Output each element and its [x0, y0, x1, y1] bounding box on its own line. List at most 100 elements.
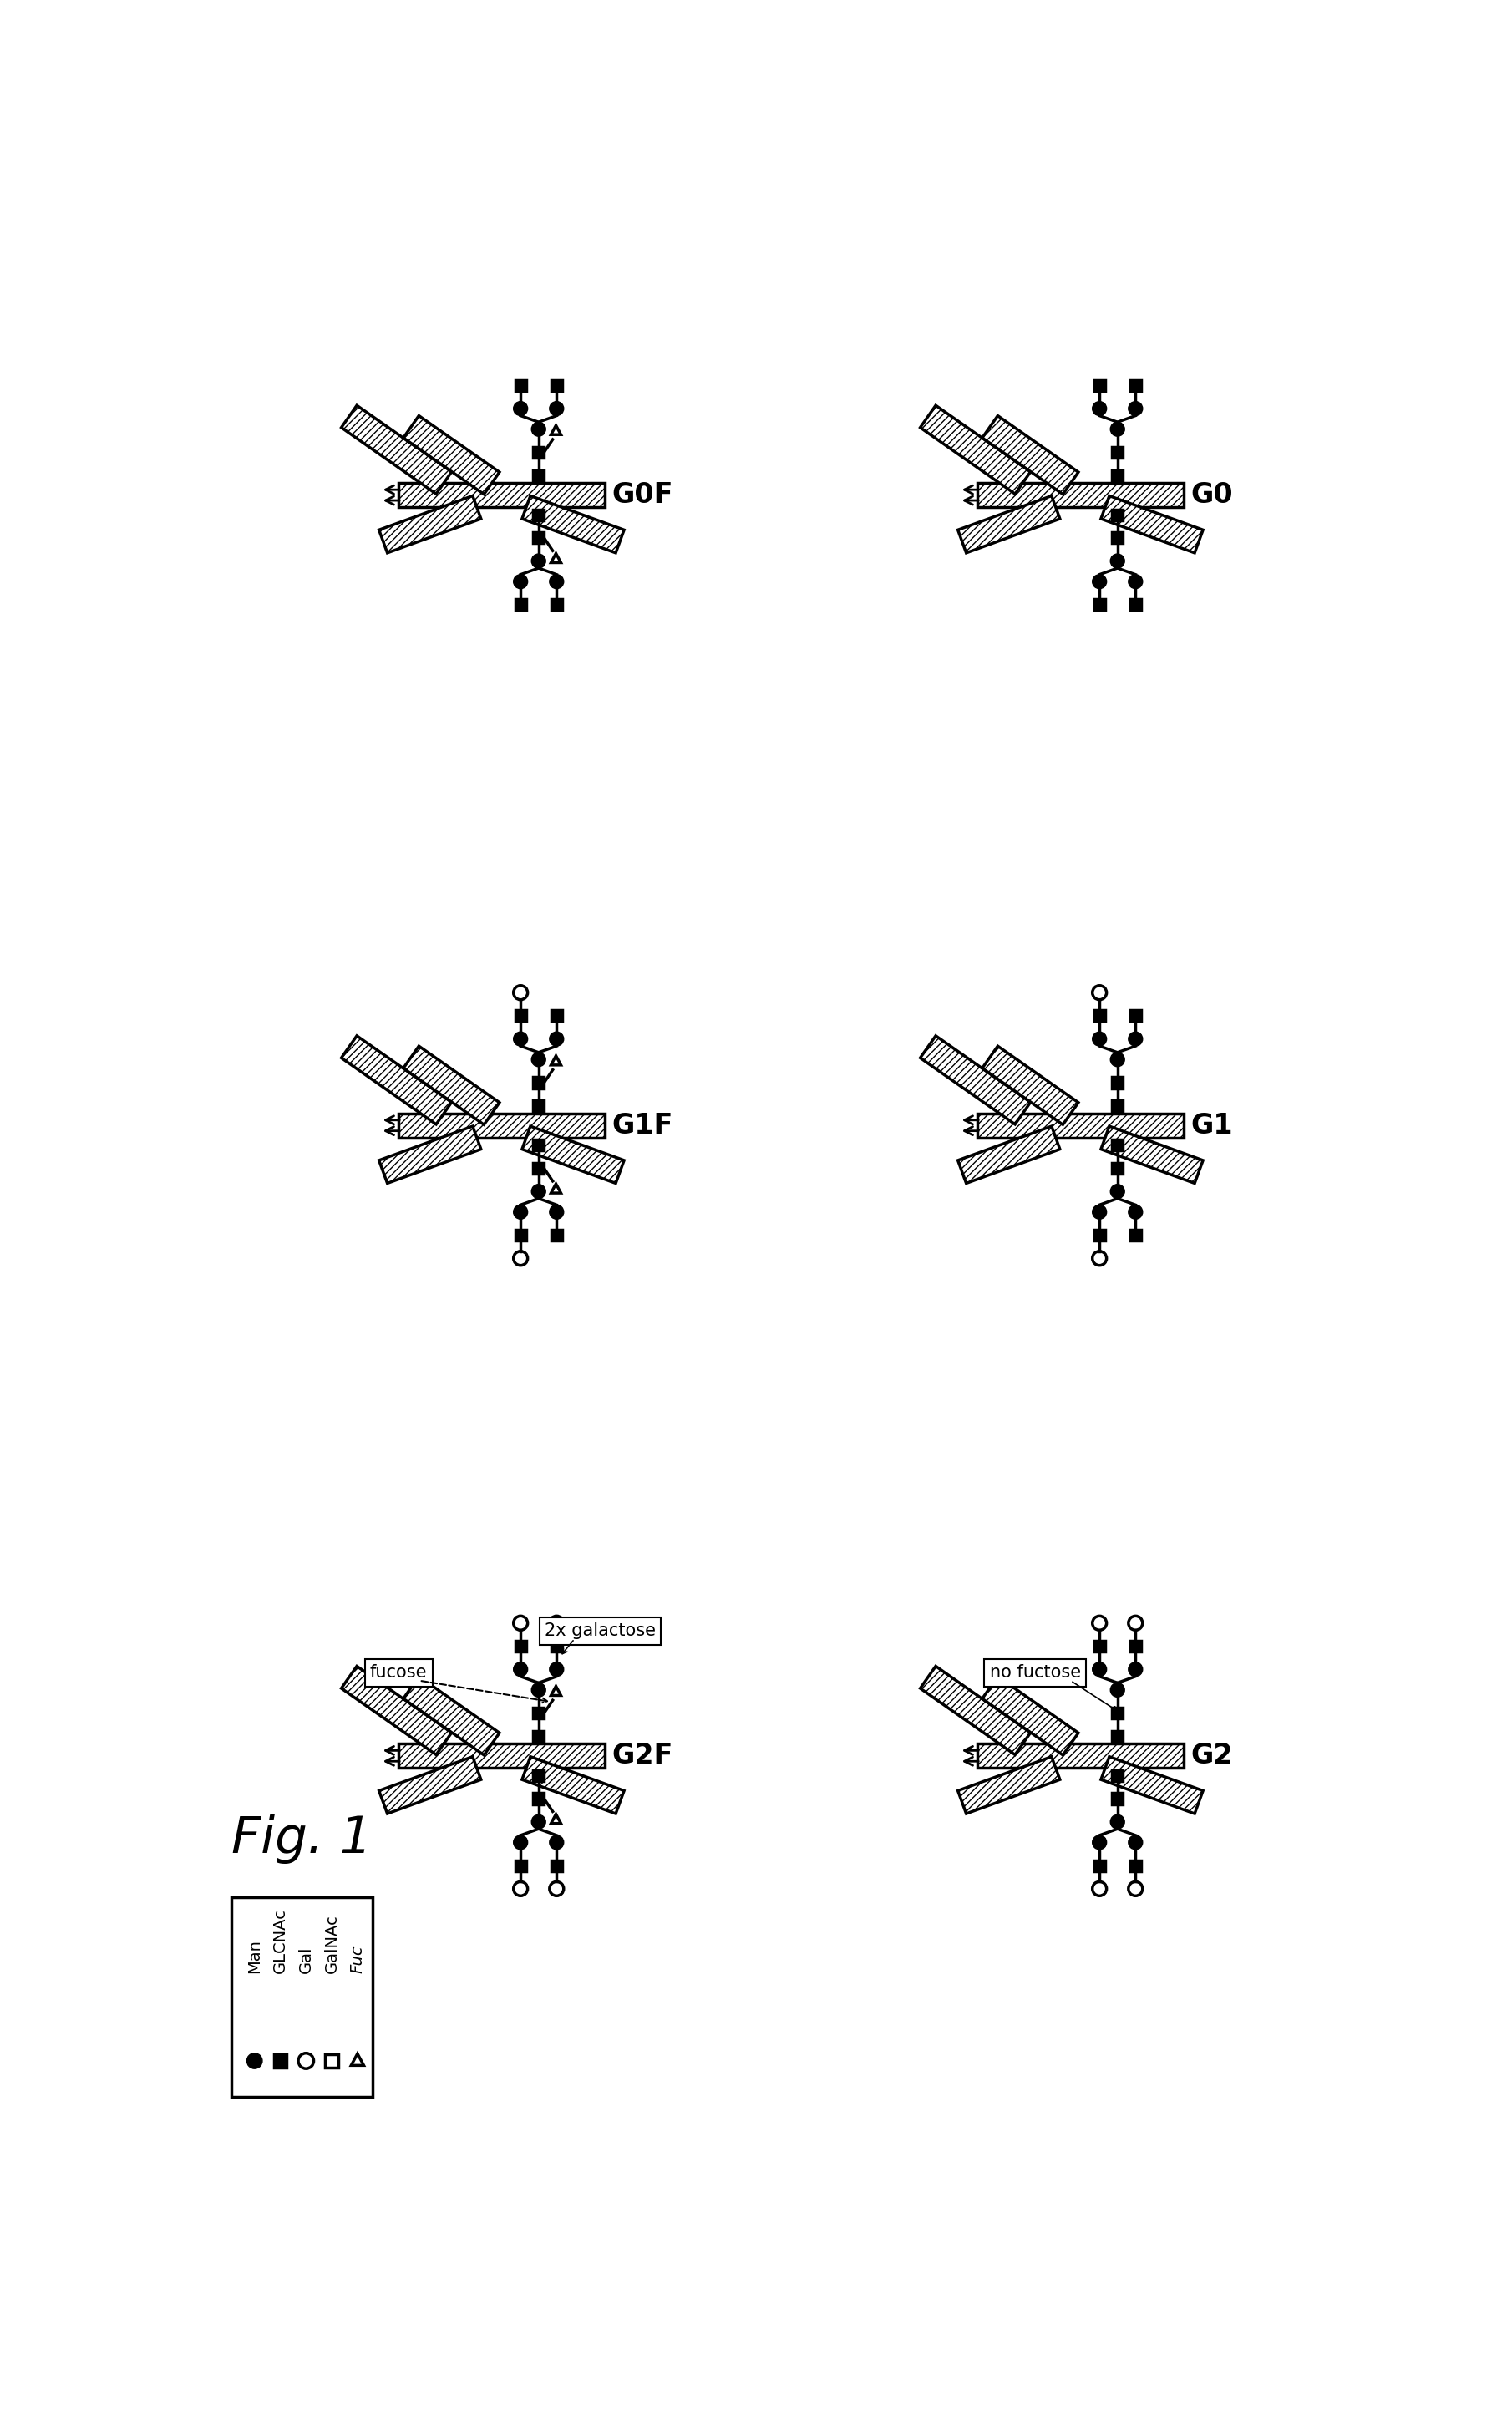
Bar [534, 1770, 544, 1782]
Bar [399, 1743, 605, 1767]
Bar [516, 380, 526, 390]
Bar [978, 482, 1184, 508]
Circle shape [514, 1206, 528, 1220]
Polygon shape [522, 496, 624, 552]
Circle shape [1092, 1031, 1107, 1046]
Text: GLCNAc: GLCNAc [272, 1908, 289, 1973]
Polygon shape [522, 1758, 624, 1813]
Bar [534, 508, 544, 521]
Text: Fuc: Fuc [349, 1944, 366, 1973]
Polygon shape [921, 1036, 1031, 1123]
Bar [1111, 1140, 1123, 1150]
Circle shape [1092, 1835, 1107, 1850]
Bar [550, 600, 562, 610]
Bar [1095, 600, 1105, 610]
Bar [534, 1731, 544, 1741]
Circle shape [549, 402, 564, 416]
Bar [231, 1898, 373, 2097]
Bar [1111, 1794, 1123, 1804]
Bar [1111, 448, 1123, 458]
Bar [534, 533, 544, 542]
Circle shape [532, 1816, 546, 1828]
Circle shape [1092, 402, 1107, 416]
Text: G0: G0 [1191, 482, 1234, 508]
Bar [978, 1743, 1184, 1767]
Bar [1111, 1077, 1123, 1087]
Text: fucose: fucose [370, 1666, 428, 1680]
Circle shape [549, 1031, 564, 1046]
Circle shape [514, 402, 528, 416]
Text: Gal: Gal [298, 1946, 314, 1973]
Bar [534, 1794, 544, 1804]
Bar [1129, 380, 1142, 390]
Circle shape [549, 1206, 564, 1220]
Circle shape [549, 574, 564, 588]
Bar [534, 1162, 544, 1174]
Circle shape [532, 421, 546, 436]
Bar [1111, 470, 1123, 482]
Bar [1111, 508, 1123, 521]
Polygon shape [342, 404, 452, 494]
Circle shape [1092, 1206, 1107, 1220]
Polygon shape [959, 1758, 1060, 1813]
Bar [516, 1641, 526, 1651]
Bar [399, 1114, 605, 1138]
Polygon shape [342, 1036, 452, 1123]
Text: GalNAc: GalNAc [324, 1915, 340, 1973]
Circle shape [1110, 1683, 1125, 1697]
Text: G2: G2 [1191, 1743, 1234, 1770]
Circle shape [532, 1053, 546, 1068]
Polygon shape [342, 1666, 452, 1755]
Circle shape [1110, 554, 1125, 569]
Text: Man: Man [246, 1939, 263, 1973]
Circle shape [549, 1663, 564, 1675]
Polygon shape [959, 496, 1060, 552]
Circle shape [514, 1663, 528, 1675]
Text: 2x galactose: 2x galactose [544, 1622, 656, 1639]
Bar [550, 1230, 562, 1240]
Circle shape [1110, 1053, 1125, 1068]
Polygon shape [959, 1126, 1060, 1184]
Circle shape [1092, 574, 1107, 588]
Circle shape [532, 554, 546, 569]
Bar [1111, 533, 1123, 542]
Polygon shape [983, 416, 1078, 494]
Text: Fig. 1: Fig. 1 [231, 1816, 372, 1864]
Polygon shape [404, 416, 499, 494]
Polygon shape [1101, 1126, 1204, 1184]
Bar [1095, 380, 1105, 390]
Circle shape [1128, 1031, 1143, 1046]
Bar [534, 1140, 544, 1150]
Text: G2F: G2F [612, 1743, 673, 1770]
Bar [1129, 600, 1142, 610]
Bar [534, 1102, 544, 1111]
Circle shape [1110, 1184, 1125, 1198]
Bar [1111, 1770, 1123, 1782]
Bar [1129, 1641, 1142, 1651]
Bar [1129, 1010, 1142, 1022]
Polygon shape [921, 1666, 1031, 1755]
Circle shape [549, 1835, 564, 1850]
Bar [550, 1859, 562, 1871]
Polygon shape [522, 1126, 624, 1184]
Bar [1095, 1230, 1105, 1240]
Bar [1111, 1707, 1123, 1719]
Bar [516, 1230, 526, 1240]
Polygon shape [404, 1046, 499, 1126]
Bar [534, 470, 544, 482]
Bar [1095, 1641, 1105, 1651]
Circle shape [1128, 574, 1143, 588]
Bar [516, 1859, 526, 1871]
Polygon shape [380, 1126, 481, 1184]
Bar [1095, 1859, 1105, 1871]
Bar [516, 600, 526, 610]
Text: G0F: G0F [612, 482, 673, 508]
Text: G1: G1 [1191, 1111, 1234, 1140]
Circle shape [1128, 1206, 1143, 1220]
Circle shape [1110, 1816, 1125, 1828]
Circle shape [246, 2053, 262, 2068]
Text: no fuctose: no fuctose [989, 1666, 1081, 1680]
Polygon shape [380, 496, 481, 552]
Bar [534, 448, 544, 458]
Polygon shape [921, 404, 1031, 494]
